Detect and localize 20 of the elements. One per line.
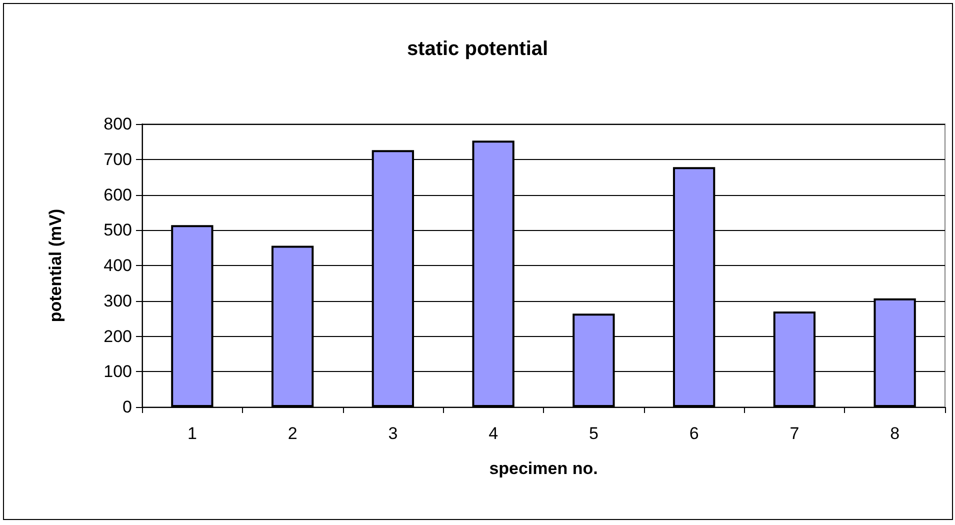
y-tick-label: 400 [104,256,132,275]
x-tick-label: 4 [488,424,498,443]
y-tick-label: 300 [104,291,132,310]
x-tick-label: 8 [890,424,900,443]
y-axis-title: potential (mV) [46,208,65,322]
x-axis-title: specimen no. [489,459,598,478]
x-tick-label: 6 [689,424,699,443]
y-tick-label: 200 [104,326,132,346]
x-tick-label: 1 [187,424,197,443]
y-tick-label: 600 [104,185,132,204]
y-tick-label: 0 [122,398,132,416]
y-tick-label: 100 [104,362,132,382]
x-tick-label: 7 [790,424,800,443]
x-tick-label: 3 [388,424,398,443]
x-tick-label: 5 [588,424,598,443]
y-tick-label: 700 [104,150,132,169]
x-tick-label: 2 [288,424,298,443]
chart-title: static potential [406,38,548,60]
y-tick-label: 800 [104,114,132,134]
y-tick-label: 500 [104,220,132,240]
